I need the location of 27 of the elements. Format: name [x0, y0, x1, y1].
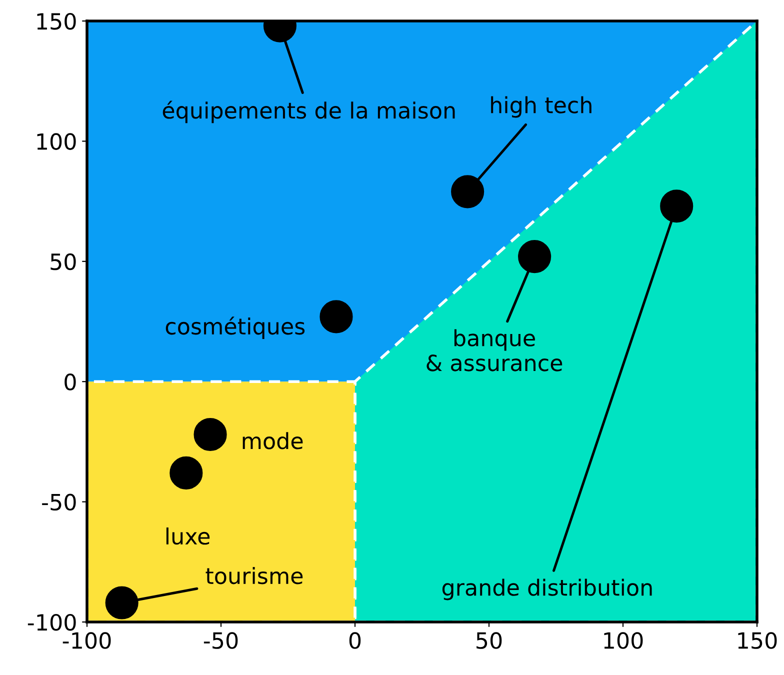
y-tick-label: 150	[37, 12, 76, 30]
x-tick-label: 50	[476, 632, 502, 649]
annotation: mode	[242, 432, 303, 450]
point	[518, 240, 552, 274]
x-tick-label: 0	[349, 632, 361, 649]
y-tick-label: -100	[28, 614, 76, 631]
x-tick-label: 100	[604, 632, 643, 649]
annotation: luxe	[166, 527, 210, 545]
annotation: équipements de la maison	[162, 100, 455, 124]
annotation: grande distribution	[442, 578, 652, 600]
point	[194, 418, 227, 452]
y-tick-label: 50	[50, 253, 76, 270]
y-tick-label: -50	[42, 494, 76, 511]
annotation: tourisme	[206, 567, 303, 584]
x-tick-label: -100	[62, 632, 111, 649]
point	[660, 190, 694, 223]
annotation: cosmétiques	[166, 316, 305, 339]
point	[170, 456, 203, 490]
point	[451, 175, 484, 208]
y-tick-label: 0	[64, 374, 76, 390]
annotation: high tech	[491, 96, 592, 118]
x-tick-label: 150	[738, 632, 777, 649]
x-tick-label: -50	[204, 632, 238, 649]
annotation: banque & assurance	[426, 329, 562, 372]
y-tick-label: 100	[37, 133, 76, 150]
point	[320, 300, 353, 334]
point	[105, 586, 138, 620]
